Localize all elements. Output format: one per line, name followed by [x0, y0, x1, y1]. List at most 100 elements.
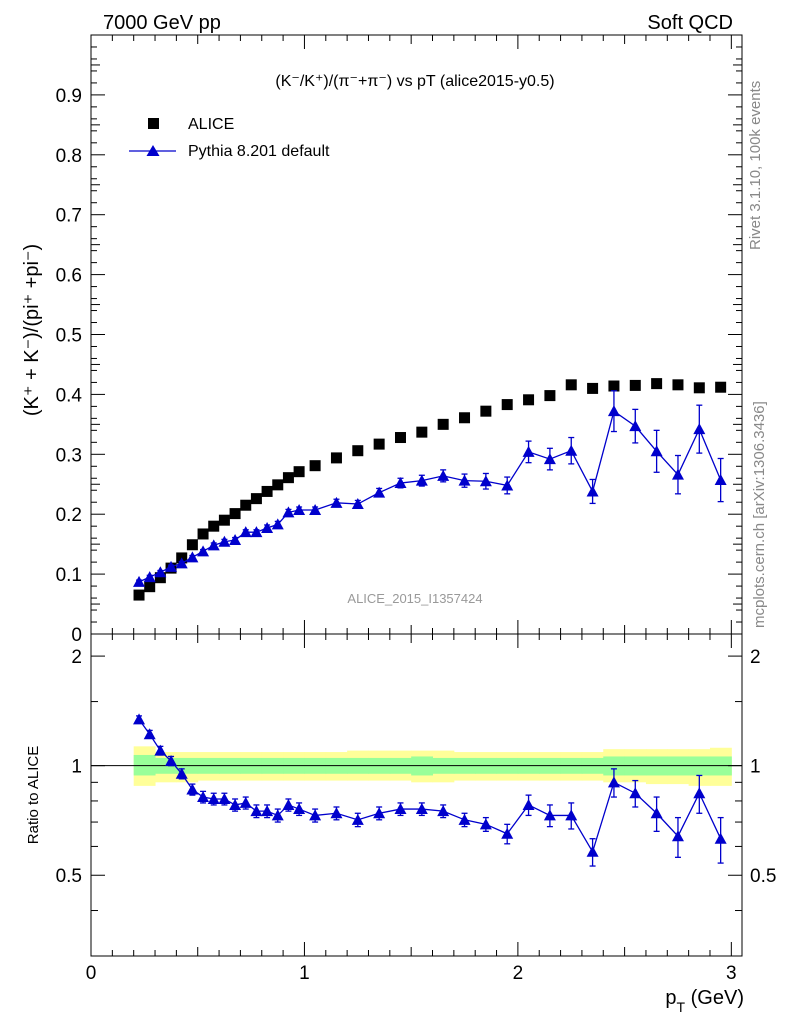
ratio-data-point — [565, 809, 578, 821]
legend-pythia-label: Pythia 8.201 default — [188, 143, 330, 160]
pythia-data-point — [586, 485, 599, 497]
ratio-data-point — [250, 805, 263, 817]
y-axis-label: (K⁺ + K⁻)/(pi⁺ +pi⁻) — [21, 244, 43, 416]
ratio-data-point — [143, 728, 156, 740]
legend-pythia-marker — [146, 145, 160, 156]
ratio-data-point — [479, 818, 492, 830]
y-tick-label: 0.1 — [56, 565, 82, 586]
ratio-data-point — [186, 783, 199, 795]
pythia-data-point — [261, 521, 274, 533]
alice-data-point — [309, 460, 321, 472]
ratio-data-point — [693, 787, 706, 799]
legend-alice-label: ALICE — [188, 116, 234, 133]
alice-data-point — [197, 528, 209, 540]
y-tick-label: 0.7 — [56, 206, 82, 227]
alice-data-point — [480, 405, 492, 417]
ratio-y-tick-label: 2 — [71, 647, 82, 668]
ratio-data-point — [218, 792, 231, 804]
alice-data-point — [330, 452, 342, 464]
ratio-data-point — [229, 798, 242, 810]
ratio-data-point — [522, 798, 535, 810]
pythia-data-point — [373, 486, 386, 498]
alice-data-point — [587, 382, 599, 394]
ratio-data-point — [501, 827, 514, 839]
alice-data-point — [501, 399, 513, 411]
ratio-data-point — [586, 845, 599, 857]
ratio-data-point — [293, 803, 306, 815]
alice-data-point — [416, 426, 428, 438]
alice-data-point — [437, 418, 449, 430]
pythia-data-point — [479, 475, 492, 487]
ratio-data-point — [671, 830, 684, 842]
ratio-data-point — [714, 832, 727, 844]
mcplots-reference-label: mcplots.cern.ch [arXiv:1306.3436] — [751, 401, 768, 628]
ratio-y-axis-label: Ratio to ALICE — [25, 746, 42, 844]
pythia-data-point — [293, 504, 306, 516]
alice-data-point — [240, 499, 252, 511]
x-tick-label: 3 — [726, 963, 737, 984]
chart-title: (K⁻/K⁺)/(π⁻+π⁻) vs pT (alice2015-y0.5) — [275, 73, 554, 90]
pythia-data-point — [271, 518, 284, 530]
ratio-data-point — [543, 809, 556, 821]
pythia-line — [138, 410, 722, 583]
x-tick-label: 0 — [86, 963, 97, 984]
alice-data-point — [394, 432, 406, 444]
x-tick-label: 2 — [513, 963, 524, 984]
pythia-data-point — [650, 445, 663, 457]
pythia-data-point — [143, 571, 156, 583]
ratio-data-point — [437, 805, 450, 817]
alice-data-point — [229, 508, 241, 520]
alice-data-point — [293, 466, 305, 478]
alice-data-point — [208, 520, 220, 532]
ratio-data-point — [154, 744, 167, 756]
ratio-data-point — [261, 805, 274, 817]
pythia-data-point — [330, 496, 343, 508]
alice-data-point — [565, 379, 577, 391]
y-tick-label: 0.3 — [56, 445, 82, 466]
x-tick-label: 1 — [299, 963, 310, 984]
alice-data-point — [544, 390, 556, 402]
ratio-data-point — [282, 798, 295, 810]
pythia-data-point — [351, 498, 364, 510]
analysis-watermark: ALICE_2015_I1357424 — [347, 591, 482, 606]
alice-data-point — [261, 485, 273, 497]
y-tick-label: 0.6 — [56, 266, 82, 287]
ratio-y-tick-label-right: 2 — [750, 647, 761, 668]
ratio-y-tick-label: 1 — [71, 757, 82, 778]
ratio-data-point — [207, 792, 220, 804]
ratio-y-tick-label-right: 0.5 — [750, 866, 776, 887]
ratio-y-tick-label-right: 1 — [750, 757, 761, 778]
y-tick-label: 0.5 — [56, 326, 82, 347]
alice-data-point — [144, 581, 156, 593]
pythia-data-point — [714, 474, 727, 486]
pythia-data-point — [218, 535, 231, 547]
ratio-data-point — [175, 767, 188, 779]
ratio-data-point — [415, 803, 428, 815]
pythia-data-point — [154, 566, 167, 578]
alice-data-point — [282, 472, 294, 484]
x-axis-label: pT (GeV) — [665, 987, 744, 1015]
axis-tick-labels: 0 0.1 0.2 0.3 0.4 0.5 0.6 0.7 0.8 0.9 0 1 2 3 0.5 0.5 1 1… — [56, 86, 777, 984]
axis-ticks — [90, 34, 742, 956]
pythia-data-point — [239, 526, 252, 538]
x-axis-label-main: p — [665, 987, 676, 1009]
pythia-data-point — [133, 575, 146, 587]
alice-data-point — [154, 572, 166, 584]
pythia-data-point — [282, 506, 295, 518]
alice-data-point — [459, 412, 471, 424]
ratio-data-point — [373, 807, 386, 819]
pythia-data-point — [458, 474, 471, 486]
pythia-data-point — [186, 551, 199, 563]
alice-data-point — [608, 380, 620, 392]
alice-data-point — [523, 394, 535, 406]
alice-data-point — [373, 438, 385, 450]
y-tick-label: 0.4 — [56, 385, 83, 406]
ratio-data-point — [309, 809, 322, 821]
pythia-data-point — [522, 445, 535, 457]
alice-data-point — [629, 379, 641, 391]
y-tick-label: 0.8 — [56, 146, 82, 167]
y-tick-label: 0 — [71, 625, 82, 646]
pythia-data-point — [165, 560, 178, 572]
ratio-data-point — [330, 807, 343, 819]
